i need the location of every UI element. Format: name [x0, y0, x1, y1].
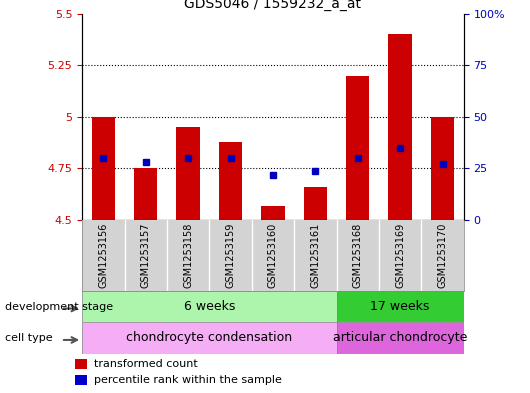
Bar: [176, 127, 200, 220]
Title: GDS5046 / 1559232_a_at: GDS5046 / 1559232_a_at: [184, 0, 361, 11]
Text: cell type: cell type: [5, 333, 53, 343]
Bar: [134, 169, 157, 220]
Text: GSM1253160: GSM1253160: [268, 223, 278, 288]
Bar: [304, 187, 327, 220]
Bar: [82, 322, 337, 354]
Text: GSM1253158: GSM1253158: [183, 223, 193, 288]
Text: GSM1253159: GSM1253159: [226, 223, 235, 288]
Bar: [261, 206, 285, 220]
Text: development stage: development stage: [5, 301, 113, 312]
Bar: [431, 117, 454, 220]
Text: transformed count: transformed count: [94, 359, 198, 369]
Bar: [388, 34, 412, 220]
Text: GSM1253170: GSM1253170: [438, 223, 447, 288]
Bar: [346, 75, 369, 220]
Text: 17 weeks: 17 weeks: [370, 300, 430, 313]
Bar: [75, 375, 87, 385]
Bar: [219, 142, 242, 220]
Text: GSM1253156: GSM1253156: [99, 223, 108, 288]
Text: 6 weeks: 6 weeks: [184, 300, 235, 313]
Text: GSM1253169: GSM1253169: [395, 223, 405, 288]
Text: percentile rank within the sample: percentile rank within the sample: [94, 375, 282, 385]
Bar: [92, 117, 115, 220]
Text: GSM1253157: GSM1253157: [141, 223, 151, 288]
Bar: [82, 291, 337, 322]
Bar: [337, 322, 464, 354]
Text: chondrocyte condensation: chondrocyte condensation: [126, 331, 293, 345]
Text: GSM1253161: GSM1253161: [311, 223, 320, 288]
Text: GSM1253168: GSM1253168: [353, 223, 363, 288]
Text: articular chondrocyte: articular chondrocyte: [333, 331, 467, 345]
Bar: [75, 359, 87, 369]
Bar: [337, 291, 464, 322]
